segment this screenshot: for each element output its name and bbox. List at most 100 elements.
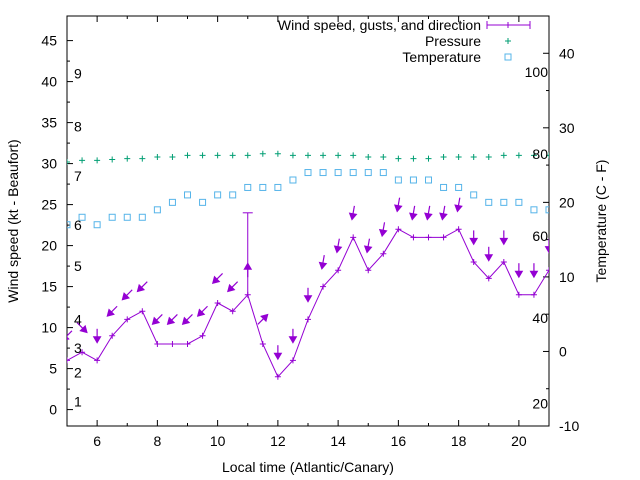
wind-direction-head	[136, 283, 146, 293]
pressure-point	[154, 154, 161, 161]
pressure-point	[67, 158, 70, 165]
wind-speed-point	[380, 250, 387, 257]
pressure-point	[350, 152, 357, 159]
y-tick-label: 10	[41, 320, 57, 336]
pressure-point	[124, 155, 131, 162]
wind-direction-arrow	[469, 230, 479, 246]
wind-direction-arrow	[424, 205, 433, 221]
y-tick-label: 20	[41, 238, 57, 254]
wind-direction-head	[151, 316, 161, 326]
wind-direction-arrow	[363, 238, 373, 254]
legend-swatch-wind-point	[505, 22, 511, 28]
wind-speed-point	[395, 226, 402, 233]
wind-direction-arrow	[288, 328, 298, 344]
wind-direction-arrow	[393, 197, 403, 213]
temperature-point	[425, 176, 432, 184]
temperature-point	[184, 191, 191, 199]
temperature-point	[364, 169, 372, 177]
x-tick-label: 16	[391, 433, 407, 449]
beaufort-label: 7	[74, 168, 82, 184]
wind-speed-point	[485, 275, 492, 282]
pressure-point	[169, 154, 176, 161]
beaufort-label: 5	[74, 258, 82, 274]
x-tick-label: 10	[210, 433, 226, 449]
pressure-point	[229, 152, 236, 159]
wind-speed-point	[455, 226, 462, 233]
temperature-point	[138, 213, 146, 221]
wind-speed-point	[169, 341, 176, 347]
temperature-point	[455, 183, 463, 191]
wind-speed-point	[184, 341, 191, 347]
pressure-point	[289, 152, 296, 159]
temperature-point	[123, 213, 131, 221]
wind-direction-arrow	[243, 262, 253, 278]
plot-frame	[66, 15, 550, 427]
wind-speed-point	[229, 308, 236, 315]
wind-direction-head	[439, 212, 448, 221]
wind-direction-head	[67, 333, 70, 342]
y2-tick-label: 10	[559, 269, 575, 285]
pressure-point	[485, 154, 492, 161]
pressure-point	[199, 152, 206, 159]
y2-tick-label: 0	[559, 343, 567, 359]
temperature-point	[349, 169, 357, 177]
wind-speed-point	[440, 234, 447, 241]
pressure-point	[320, 152, 327, 159]
wind-direction-head	[469, 237, 479, 246]
wind-direction-head	[499, 237, 509, 246]
temperature-point	[168, 198, 176, 206]
pressure-point	[395, 155, 402, 162]
wind-speed-point	[199, 332, 206, 339]
y-tick-label: 25	[41, 197, 57, 213]
beaufort-label: 4	[74, 311, 82, 327]
wind-direction-arrow	[136, 281, 148, 293]
wind-direction-arrow	[181, 314, 193, 326]
beaufort-label: 2	[74, 365, 82, 381]
wind-direction-head	[409, 212, 418, 221]
wind-direction-arrow	[544, 238, 549, 254]
wind-direction-arrow	[454, 197, 463, 213]
wind-direction-arrow	[76, 322, 88, 334]
pressure-point	[139, 155, 146, 162]
beaufort-label: 9	[74, 65, 82, 81]
temperature-point	[304, 169, 312, 177]
temperature-point	[470, 191, 478, 199]
pressure-point	[274, 150, 281, 157]
temperature-point	[545, 206, 549, 214]
wind-direction-arrow	[67, 330, 73, 342]
pressure-point	[515, 152, 522, 159]
wind-direction-head	[106, 308, 115, 317]
wind-speed-point	[154, 341, 161, 347]
wind-direction-head	[273, 352, 283, 361]
fahrenheit-label: 60	[532, 228, 548, 244]
pressure-point	[380, 154, 387, 161]
pressure-point	[425, 155, 432, 162]
y-axis-label: Wind speed (kt - Beaufort)	[5, 139, 21, 302]
pressure-point	[335, 152, 342, 159]
temperature-point	[199, 198, 207, 206]
pressure-point	[79, 157, 86, 164]
fahrenheit-label: 20	[532, 396, 548, 412]
wind-direction-arrow	[227, 281, 239, 293]
temperature-point	[485, 198, 493, 206]
temperature-point	[530, 206, 538, 214]
temperature-point	[334, 169, 342, 177]
wind-direction-arrow	[333, 238, 343, 254]
wind-direction-head	[378, 228, 388, 238]
beaufort-label: 3	[74, 340, 82, 356]
beaufort-label: 6	[74, 217, 82, 233]
temperature-point	[108, 213, 116, 221]
wind-speed-point	[214, 300, 221, 306]
wind-direction-head	[121, 292, 130, 301]
wind-direction-arrow	[348, 205, 358, 221]
wind-direction-arrow	[273, 345, 283, 361]
x-tick-label: 14	[330, 433, 346, 449]
wind-speed-point	[320, 283, 327, 290]
x-axis-label: Local time (Atlantic/Canary)	[222, 459, 394, 475]
y2-tick-label: 30	[559, 120, 575, 136]
temperature-point	[78, 213, 86, 221]
temperature-point	[379, 169, 387, 177]
temperature-point	[67, 221, 71, 229]
wind-speed-point	[67, 357, 70, 364]
